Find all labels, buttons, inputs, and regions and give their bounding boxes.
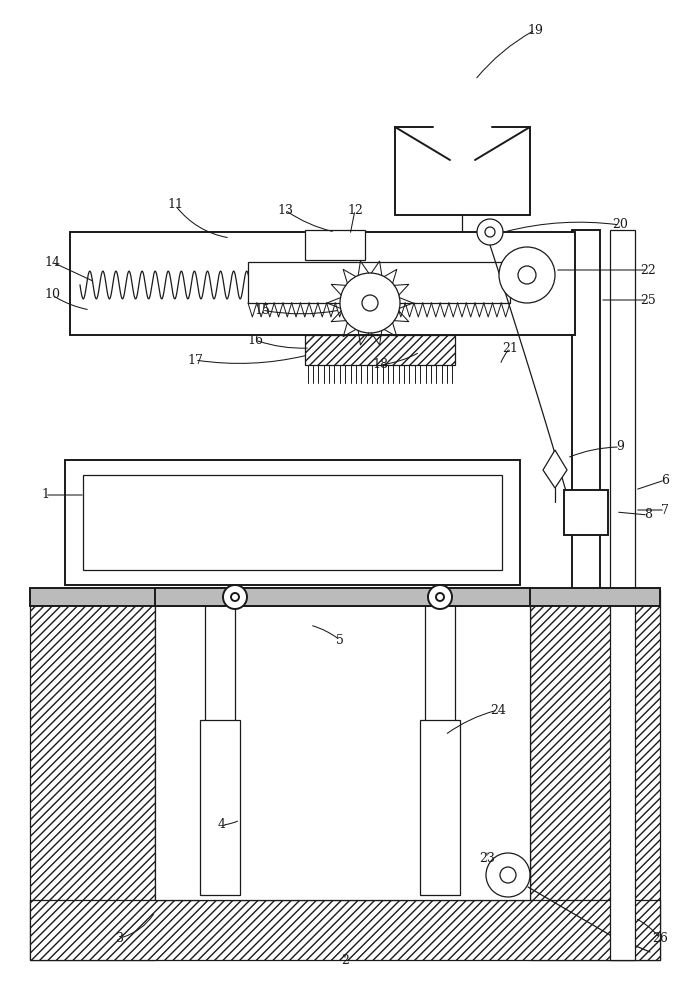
Bar <box>83 475 502 570</box>
Text: 18: 18 <box>372 359 388 371</box>
Circle shape <box>340 273 400 333</box>
Text: 12: 12 <box>347 204 363 217</box>
Circle shape <box>485 227 495 237</box>
Text: 19: 19 <box>527 23 543 36</box>
Circle shape <box>499 247 555 303</box>
Circle shape <box>231 593 239 601</box>
Text: 15: 15 <box>254 304 270 316</box>
Circle shape <box>477 219 503 245</box>
Bar <box>305 335 455 365</box>
Circle shape <box>362 295 378 311</box>
Text: 4: 4 <box>218 818 226 832</box>
Bar <box>200 720 240 895</box>
Text: 2: 2 <box>341 954 349 966</box>
Text: 13: 13 <box>277 204 293 217</box>
Text: 21: 21 <box>502 342 518 355</box>
Bar <box>305 230 365 260</box>
Bar <box>610 230 635 960</box>
Text: 17: 17 <box>187 354 203 366</box>
Circle shape <box>500 867 516 883</box>
Text: 16: 16 <box>247 334 263 347</box>
Text: 24: 24 <box>490 704 506 716</box>
Circle shape <box>486 853 530 897</box>
Text: 25: 25 <box>640 294 656 306</box>
Text: 14: 14 <box>44 255 60 268</box>
Bar <box>155 588 530 606</box>
Text: 22: 22 <box>640 263 656 276</box>
Bar <box>70 232 575 335</box>
Circle shape <box>436 593 444 601</box>
Circle shape <box>428 585 452 609</box>
Bar <box>30 588 660 606</box>
Text: 1: 1 <box>41 488 49 502</box>
Text: 23: 23 <box>479 852 495 864</box>
Text: 5: 5 <box>336 634 344 647</box>
Bar <box>564 490 608 535</box>
Text: 26: 26 <box>652 932 668 944</box>
Bar <box>65 460 520 585</box>
Bar <box>155 600 530 900</box>
Bar <box>572 230 600 590</box>
Polygon shape <box>543 450 567 488</box>
Bar <box>30 590 155 960</box>
Text: 10: 10 <box>44 288 60 302</box>
Bar <box>248 262 510 303</box>
Bar <box>30 900 660 960</box>
Text: 9: 9 <box>616 440 624 454</box>
Text: 7: 7 <box>661 504 669 516</box>
Text: 11: 11 <box>167 198 183 212</box>
Text: 20: 20 <box>612 219 628 232</box>
Bar <box>530 590 660 960</box>
Bar <box>420 720 460 895</box>
Text: 3: 3 <box>116 932 124 944</box>
Circle shape <box>223 585 247 609</box>
Circle shape <box>518 266 536 284</box>
Text: 6: 6 <box>661 474 669 487</box>
Text: 8: 8 <box>644 508 652 522</box>
